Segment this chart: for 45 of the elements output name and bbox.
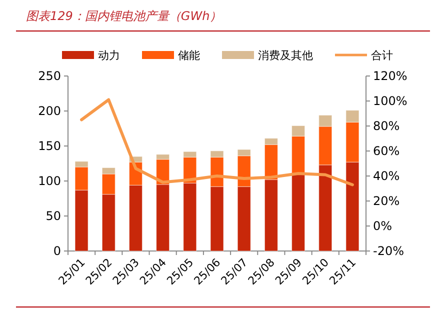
legend-label: 储能 [178,49,200,62]
y2-tick-label: 0% [373,219,392,233]
bar [237,149,251,156]
bar [74,161,88,168]
bar [291,136,306,175]
legend-label: 消费及其他 [258,49,313,62]
bar [264,138,278,145]
bar [183,182,197,252]
y2-tick-label: 80% [373,119,400,133]
bar [102,194,116,252]
bar [291,174,306,252]
y-tick-label: 150 [38,139,61,153]
bar [291,125,306,136]
y-tick-label: 0 [53,244,61,258]
bar [346,110,360,122]
y2-tick-label: 20% [373,194,400,208]
bar [318,114,332,127]
bar [346,162,360,252]
y2-tick-label: 100% [373,94,408,108]
bar [264,179,278,252]
bar [102,167,116,174]
chart-title: 图表129：国内锂电池产量（GWh） [26,9,222,23]
y-tick-label: 100 [38,174,61,188]
legend-label: 动力 [98,49,120,62]
bar [156,184,170,252]
y-tick-label: 200 [38,104,61,118]
legend-label: 合计 [371,49,393,62]
y2-tick-label: 60% [373,144,400,158]
bar [74,166,88,190]
y2-tick-label: 40% [373,169,400,183]
bar [210,150,224,158]
y-tick-label: 250 [38,69,61,83]
y2-tick-label: -20% [373,244,404,258]
y2-tick-label: 120% [373,69,408,83]
bar [102,174,116,195]
bar [74,190,88,252]
bar [128,184,143,252]
bar [237,186,251,252]
bar [346,122,360,162]
bar [318,164,332,252]
bar [318,126,332,166]
bar [183,151,197,158]
y-tick-label: 50 [46,209,61,223]
bar [156,154,170,160]
bar [210,186,224,252]
